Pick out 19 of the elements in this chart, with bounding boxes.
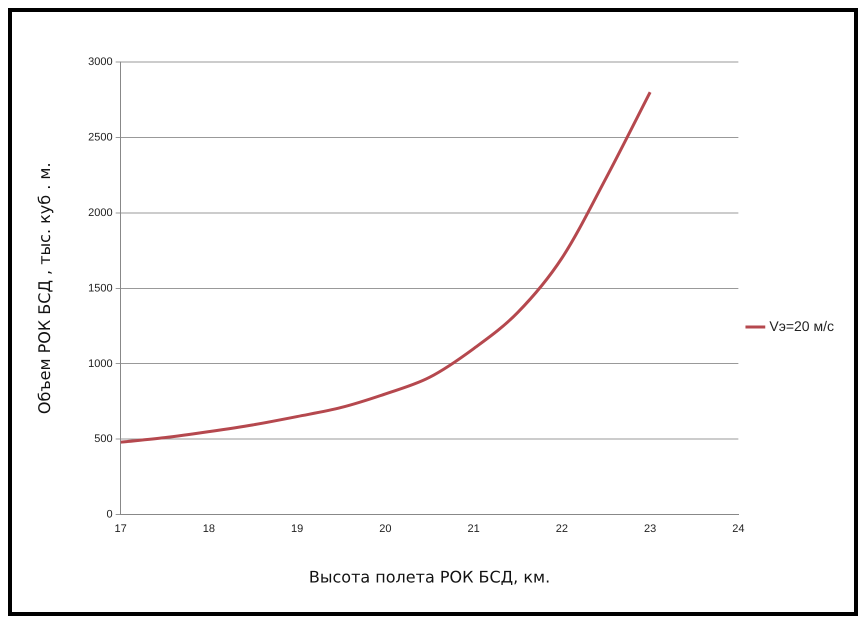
y-tick-label: 0 [106,508,113,521]
y-tick-label: 1500 [88,282,113,294]
y-tick-label: 2000 [88,206,113,219]
line-series [120,90,652,444]
x-tick-label: 17 [114,523,127,536]
y-tick-label: 3000 [88,56,113,68]
y-axis-title: Объем РОК БСД , тыс. куб . м. [34,162,54,414]
x-tick-label: 20 [379,523,392,536]
y-tick-label: 2500 [88,131,113,144]
x-tick-label: 24 [732,523,744,536]
x-tick-label: 21 [468,523,480,536]
x-tick-label: 23 [644,523,656,536]
legend-label: Vэ=20 м/с [769,318,834,334]
x-axis-title: Высота полета РОК БСД, км. [308,568,550,587]
x-tick-label: 22 [556,523,568,536]
y-tick-label: 1000 [88,358,113,370]
y-tick-label: 500 [94,433,113,446]
x-tick-label: 18 [202,523,216,536]
x-tick-label: 19 [291,523,304,536]
